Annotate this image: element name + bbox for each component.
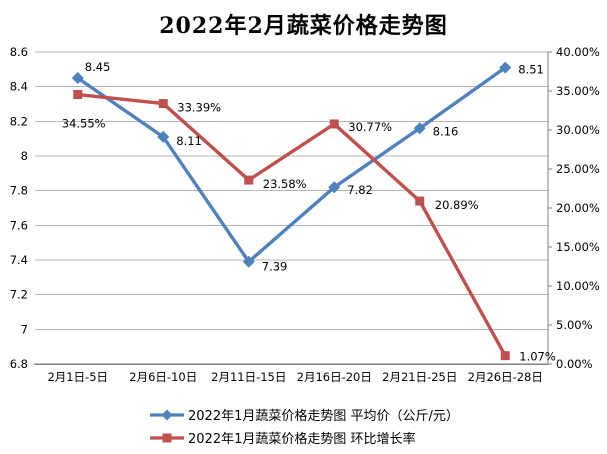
- x-axis-category-label: 2月6日-10日: [129, 370, 197, 384]
- square-marker: [244, 175, 254, 185]
- data-label: 30.77%: [348, 120, 392, 134]
- left-axis-tick-label: 7.8: [10, 184, 28, 198]
- legend-line-diamond-icon: [150, 408, 184, 422]
- legend-square-glyph: [150, 433, 184, 442]
- diamond-marker: [413, 122, 426, 135]
- data-label: 1.07%: [519, 350, 556, 364]
- diamond-marker: [499, 61, 512, 74]
- diamond-marker: [71, 72, 84, 84]
- left-axis-tick-label: 7.2: [10, 288, 28, 302]
- data-label: 8.11: [176, 134, 202, 148]
- left-axis-tick-label: 8: [21, 149, 28, 163]
- right-axis-tick-label: 25.00%: [556, 162, 600, 176]
- left-axis-tick-label: 7: [21, 322, 28, 336]
- square-marker: [158, 99, 168, 109]
- data-label: 23.58%: [263, 177, 307, 191]
- right-axis-tick-label: 40.00%: [556, 45, 600, 59]
- legend-item-growth-rate: 2022年1月蔬菜价格走势图 环比增长率: [150, 426, 459, 449]
- square-marker: [329, 119, 339, 129]
- series-line-1: [76, 92, 507, 358]
- x-axis-category-label: 2月16日-20日: [297, 370, 372, 384]
- legend-item-average-price: 2022年1月蔬菜价格走势图 平均价（公斤/元）: [150, 403, 459, 426]
- left-axis-tick-label: 7.6: [10, 218, 28, 232]
- diamond-marker: [328, 181, 341, 194]
- diamond-marker: [242, 255, 255, 268]
- x-axis-category-label: 2月26日-28日: [468, 370, 543, 384]
- left-axis-tick-label: 8.4: [10, 80, 28, 94]
- right-axis-tick-label: 0.00%: [556, 357, 593, 371]
- left-axis-tick-label: 8.2: [10, 114, 28, 128]
- data-label: 7.39: [262, 260, 288, 274]
- legend-diamond-glyph: [150, 409, 184, 420]
- right-axis-tick-label: 15.00%: [556, 240, 600, 254]
- chart-legend: 2022年1月蔬菜价格走势图 平均价（公斤/元） 2022年1月蔬菜价格走势图 …: [150, 403, 459, 449]
- data-label: 34.55%: [62, 117, 106, 131]
- data-label: 7.82: [347, 183, 373, 197]
- data-label: 33.39%: [177, 101, 221, 115]
- chart-title: 2022年2月蔬菜价格走势图: [159, 13, 448, 39]
- data-label: 8.45: [85, 60, 111, 74]
- legend-label-growth-rate: 2022年1月蔬菜价格走势图 环比增长率: [188, 432, 416, 447]
- left-axis-tick-label: 7.4: [10, 253, 28, 267]
- right-axis-tick-label: 35.00%: [556, 84, 600, 98]
- right-axis-tick-label: 20.00%: [556, 201, 600, 215]
- square-marker: [73, 90, 83, 100]
- data-label: 8.51: [518, 63, 544, 77]
- square-marker: [500, 351, 510, 361]
- square-marker: [415, 196, 425, 206]
- data-label: 20.89%: [435, 198, 479, 212]
- right-axis-tick-label: 10.00%: [556, 279, 600, 293]
- diamond-marker: [157, 130, 170, 143]
- data-label: 8.16: [433, 124, 459, 138]
- x-axis-category-label: 2月21日-25日: [382, 370, 457, 384]
- x-axis-category-label: 2月1日-5日: [47, 370, 108, 384]
- legend-line-square-icon: [150, 431, 184, 445]
- legend-label-average-price: 2022年1月蔬菜价格走势图 平均价（公斤/元）: [188, 409, 459, 424]
- left-axis-tick-label: 8.6: [10, 45, 28, 59]
- left-axis-tick-label: 6.8: [10, 357, 28, 371]
- right-axis-tick-label: 30.00%: [556, 123, 600, 137]
- x-axis-category-label: 2月11日-15日: [211, 370, 286, 384]
- series-line-0: [76, 65, 507, 265]
- right-axis-tick-label: 5.00%: [556, 318, 593, 332]
